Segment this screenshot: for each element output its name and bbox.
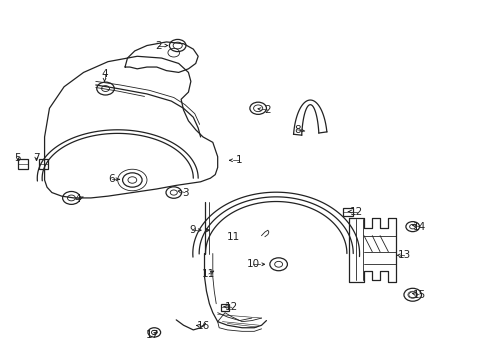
Text: 9: 9 bbox=[189, 225, 195, 235]
Text: 12: 12 bbox=[225, 302, 238, 312]
Text: 2: 2 bbox=[264, 105, 271, 115]
Text: 4: 4 bbox=[74, 194, 81, 204]
Text: 11: 11 bbox=[202, 269, 215, 279]
Text: 1: 1 bbox=[235, 155, 242, 165]
Text: 2: 2 bbox=[155, 41, 161, 50]
Text: 17: 17 bbox=[146, 330, 159, 340]
Text: 16: 16 bbox=[196, 321, 209, 331]
Text: 10: 10 bbox=[246, 259, 259, 269]
Text: 3: 3 bbox=[182, 188, 188, 198]
Text: 4: 4 bbox=[101, 69, 108, 79]
Text: 8: 8 bbox=[293, 125, 300, 135]
Text: 7: 7 bbox=[33, 153, 40, 163]
Text: 13: 13 bbox=[397, 250, 410, 260]
Text: 12: 12 bbox=[349, 207, 363, 217]
Text: 5: 5 bbox=[15, 153, 21, 163]
Text: 6: 6 bbox=[108, 174, 115, 184]
Text: 11: 11 bbox=[227, 232, 240, 242]
Text: 15: 15 bbox=[411, 290, 425, 300]
Text: 14: 14 bbox=[411, 222, 425, 231]
